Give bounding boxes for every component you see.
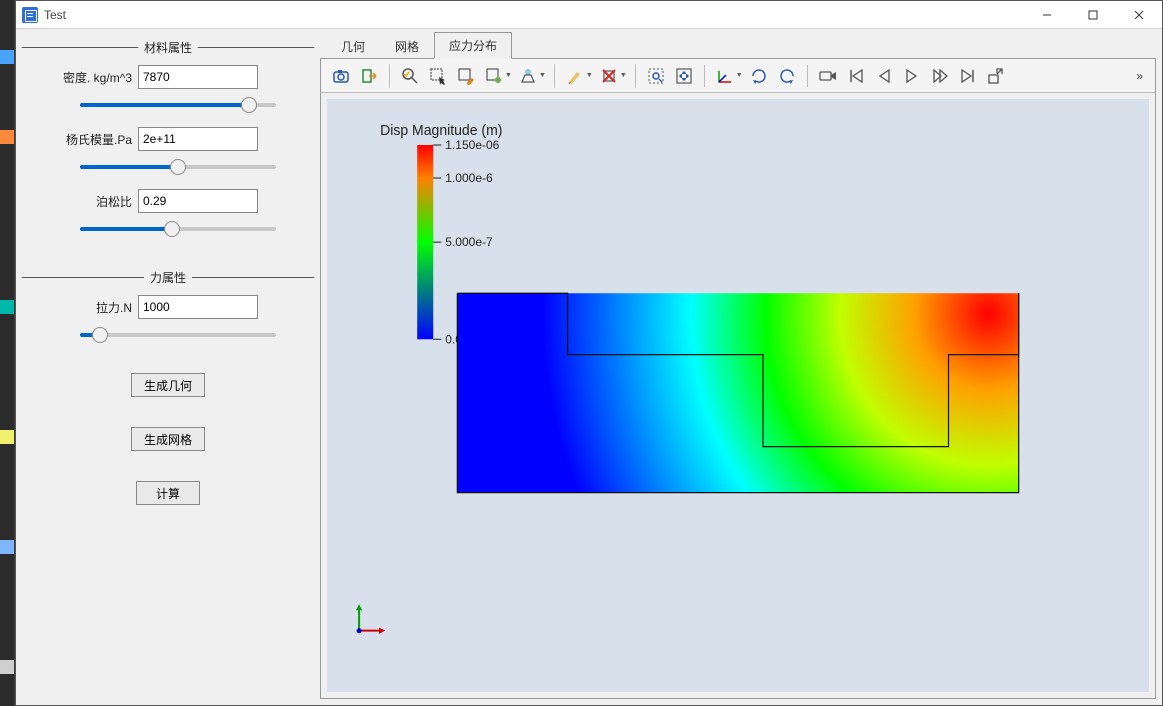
tab-bar: 几何 网格 应力分布: [320, 35, 1156, 59]
box-select-icon[interactable]: [425, 63, 451, 89]
gen-mesh-button[interactable]: 生成网格: [131, 427, 205, 451]
youngs-slider[interactable]: [80, 159, 276, 175]
main-area: 几何 网格 应力分布 ▼ ▼: [320, 35, 1156, 699]
step-back-icon[interactable]: [871, 63, 897, 89]
viewer-toolbar: ▼ ▼ ▼ ▼ ▼: [321, 59, 1155, 93]
camera-icon[interactable]: [328, 63, 354, 89]
tab-geometry[interactable]: 几何: [326, 33, 380, 59]
poisson-slider[interactable]: [80, 221, 276, 237]
play-icon[interactable]: [899, 63, 925, 89]
skip-last-icon[interactable]: [955, 63, 981, 89]
group-force: 力属性 拉力.N 生成几何 生成网格 计算: [22, 265, 314, 515]
density-slider[interactable]: [80, 97, 276, 113]
export-icon[interactable]: [356, 63, 382, 89]
skip-first-icon[interactable]: [843, 63, 869, 89]
axis-dropdown-icon[interactable]: ▼: [736, 72, 743, 79]
maximize-button[interactable]: [1070, 1, 1116, 29]
svg-text:1.000e-6: 1.000e-6: [445, 171, 493, 185]
sidebar: 材料属性 密度. kg/m^3 杨氏模量.Pa: [22, 35, 314, 699]
reset-zoom-icon[interactable]: [397, 63, 423, 89]
toolbar-overflow-icon[interactable]: »: [1130, 69, 1149, 83]
spotlight-icon[interactable]: [515, 63, 541, 89]
pick-dropdown-icon[interactable]: ▼: [505, 72, 512, 79]
group-material-title: 材料属性: [138, 39, 198, 56]
record-icon[interactable]: [815, 63, 841, 89]
sweep-icon[interactable]: [562, 63, 588, 89]
app-window: Test 材料属性: [15, 0, 1163, 706]
clear-dropdown-icon[interactable]: ▼: [620, 72, 627, 79]
svg-text:1.150e-06: 1.150e-06: [445, 138, 499, 152]
sweep-dropdown-icon[interactable]: ▼: [586, 72, 593, 79]
tab-mesh[interactable]: 网格: [380, 33, 434, 59]
share-icon[interactable]: [983, 63, 1009, 89]
svg-text:5.000e-7: 5.000e-7: [445, 235, 493, 249]
title-bar: Test: [16, 1, 1162, 29]
step-fwd-icon[interactable]: [927, 63, 953, 89]
tension-input[interactable]: [138, 295, 258, 319]
youngs-label: 杨氏模量.Pa: [52, 131, 132, 148]
group-material: 材料属性 密度. kg/m^3 杨氏模量.Pa: [22, 35, 314, 261]
pick-icon[interactable]: [481, 63, 507, 89]
tension-slider[interactable]: [80, 327, 276, 343]
youngs-input[interactable]: [138, 127, 258, 151]
poisson-input[interactable]: [138, 189, 258, 213]
rotate-ccw-icon[interactable]: [774, 63, 800, 89]
window-title: Test: [44, 8, 66, 22]
tension-label: 拉力.N: [52, 299, 132, 316]
axis-triad-icon[interactable]: [712, 63, 738, 89]
rotate-cw-icon[interactable]: [746, 63, 772, 89]
svg-text:Disp Magnitude (m): Disp Magnitude (m): [380, 123, 502, 139]
density-input[interactable]: [138, 65, 258, 89]
app-icon: [22, 7, 38, 23]
group-force-title: 力属性: [144, 269, 192, 286]
clear-select-icon[interactable]: [596, 63, 622, 89]
minimize-button[interactable]: [1024, 1, 1070, 29]
poisson-label: 泊松比: [52, 193, 132, 210]
viewer-canvas[interactable]: Disp Magnitude (m)1.150e-06 1.000e-6 5.000…: [327, 99, 1149, 692]
density-label: 密度. kg/m^3: [52, 69, 132, 86]
spotlight-dropdown-icon[interactable]: ▼: [539, 72, 546, 79]
fit-view-icon[interactable]: [671, 63, 697, 89]
gen-geometry-button[interactable]: 生成几何: [131, 373, 205, 397]
brush-select-icon[interactable]: [453, 63, 479, 89]
rubber-band-icon[interactable]: [643, 63, 669, 89]
desktop-taskbar-fragment: [0, 0, 14, 706]
tab-stress[interactable]: 应力分布: [434, 32, 512, 59]
close-button[interactable]: [1116, 1, 1162, 29]
compute-button[interactable]: 计算: [136, 481, 200, 505]
